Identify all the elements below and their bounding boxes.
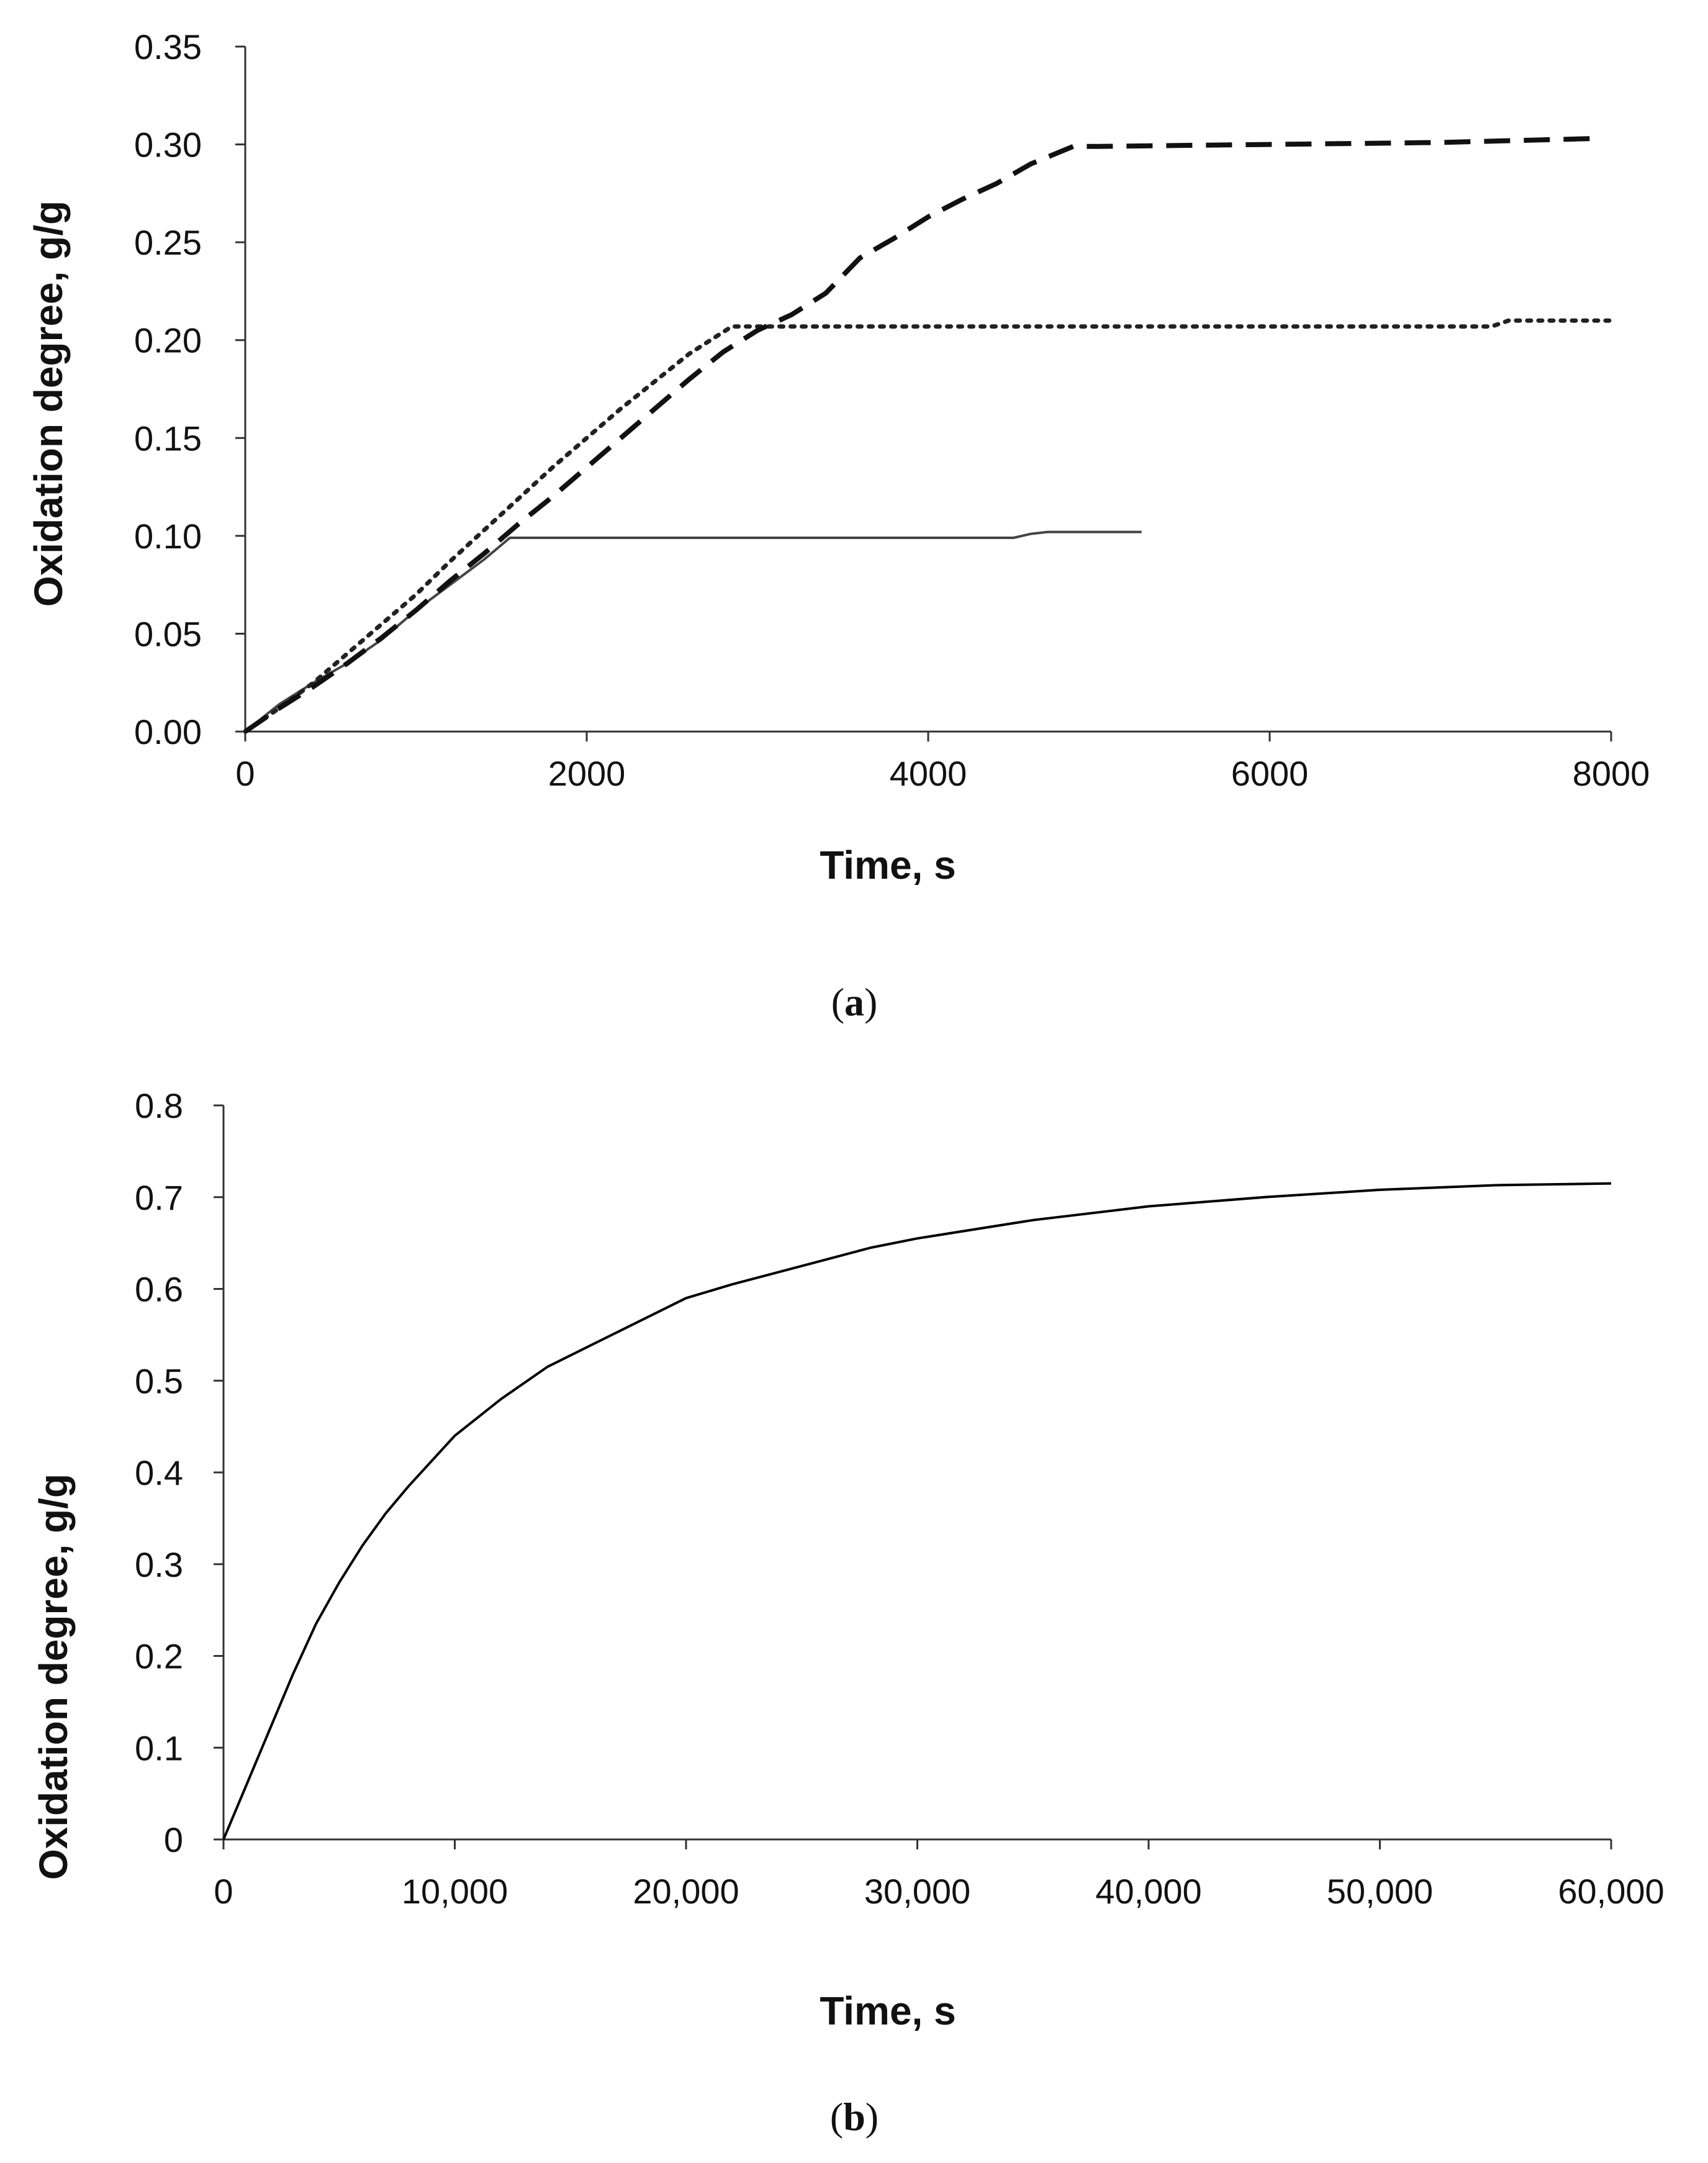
caption-b-close: ) [865,2095,879,2139]
x-tick-label-b: 10,000 [402,1872,508,1911]
plot-area-b: 0 0.1 0.2 0.3 0.4 0.5 0.6 0.7 0.8 0 10,000 20,000 30… [135,1086,1665,1911]
x-tick-label-b: 20,000 [633,1872,739,1911]
y-axis-title-a: Oxidation degree, g/g [26,201,71,607]
chart-panel-a: 0.00 0.05 0.10 0.15 0.20 0.25 0.30 0.35 0 2000 400… [26,27,1650,1024]
series-line-dashed-a [243,136,1594,734]
plot-area-a: 0.00 0.05 0.10 0.15 0.20 0.25 0.30 0.35 0 2000 400… [134,27,1650,793]
y-tick-label-b: 0.6 [135,1270,183,1309]
caption-b-letter: b [843,2095,865,2139]
y-tick-label-a: 0.10 [134,517,202,556]
caption-a-open: ( [831,980,844,1024]
y-tick-label-b: 0 [164,1820,183,1859]
caption-a: (a) [831,980,878,1024]
x-tick-label-b: 40,000 [1095,1872,1201,1911]
x-axis-title-b: Time, s [820,1988,956,2033]
y-tick-label-b: 0.8 [135,1086,183,1125]
x-tick-label-b: 0 [214,1872,233,1911]
x-tick-label-a: 2000 [548,754,626,793]
series-line-solid-a [244,530,1142,733]
caption-a-letter: a [844,980,864,1024]
y-axis-title-b: Oxidation degree, g/g [31,1474,76,1880]
y-tick-label-a: 0.15 [134,419,202,458]
caption-a-close: ) [864,980,877,1024]
x-tick-label-b: 50,000 [1327,1872,1433,1911]
y-tick-label-a: 0.35 [134,27,202,66]
y-tick-label-a: 0.05 [134,614,202,653]
x-axis-title-a: Time, s [820,843,956,887]
series-line-dotted-a [243,318,1614,734]
x-tick-label-b: 30,000 [864,1872,970,1911]
y-tick-label-b: 0.3 [135,1545,183,1584]
y-tick-label-b: 0.7 [135,1178,183,1217]
y-tick-label-b: 0.5 [135,1361,183,1400]
caption-b: (b) [830,2095,879,2139]
y-tick-label-a: 0.30 [134,125,202,165]
chart-panel-b: 0 0.1 0.2 0.3 0.4 0.5 0.6 0.7 0.8 0 10,000 20,000 30… [31,1086,1665,2139]
x-tick-label-a: 0 [235,754,255,793]
x-tick-label-a: 4000 [890,754,967,793]
y-tick-label-a: 0.25 [134,223,202,262]
x-tick-label-b: 60,000 [1558,1872,1664,1911]
x-tick-label-a: 6000 [1231,754,1309,793]
x-tick-label-a: 8000 [1573,754,1650,793]
series-line-curve-b [222,1182,1612,1840]
y-tick-label-b: 0.2 [135,1637,183,1676]
y-tick-label-a: 0.00 [134,712,202,751]
y-tick-label-a: 0.20 [134,321,202,360]
y-tick-label-b: 0.4 [135,1453,183,1492]
y-tick-label-b: 0.1 [135,1728,183,1767]
caption-b-open: ( [830,2095,843,2139]
